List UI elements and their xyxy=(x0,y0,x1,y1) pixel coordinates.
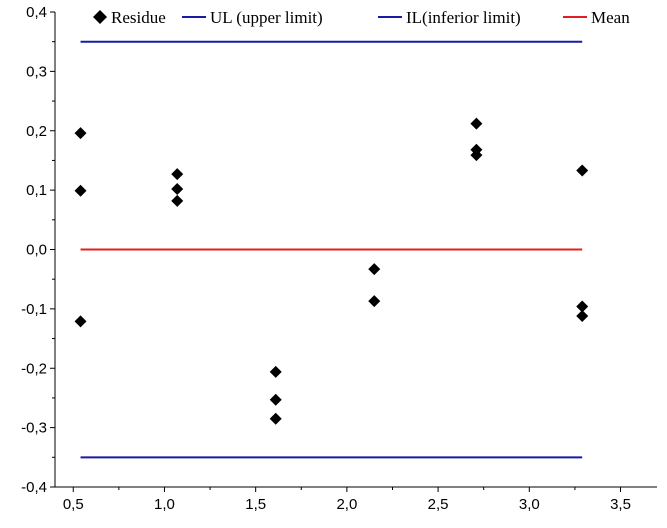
y-tick-label: 0,4 xyxy=(26,4,47,21)
y-tick-label: -0,4 xyxy=(21,479,47,496)
residue-point xyxy=(470,117,483,130)
residue-point xyxy=(171,182,184,195)
axes: -0,4 -0,3 -0,2 -0,1 0,0 0,1 0,2 0,3 0,4 0,5 1,0 1,5… xyxy=(21,4,657,513)
y-tick-label: 0,3 xyxy=(26,63,47,80)
residue-point xyxy=(74,127,87,140)
x-tick-label: 0,5 xyxy=(63,496,84,513)
residue-point xyxy=(74,315,87,328)
y-tick-label: -0,1 xyxy=(21,301,47,318)
legend-item: Mean xyxy=(563,8,630,27)
series-layer xyxy=(74,40,589,459)
residue-point xyxy=(171,168,184,181)
legend-label: IL(inferior limit) xyxy=(406,8,521,27)
legend-item: IL(inferior limit) xyxy=(378,8,521,27)
residue-point xyxy=(171,194,184,207)
y-tick-label: -0,3 xyxy=(21,420,47,437)
legend-item: Residue xyxy=(93,8,166,27)
legend-item: UL (upper limit) xyxy=(182,8,323,27)
x-tick-label: 1,5 xyxy=(245,496,266,513)
residue-point xyxy=(470,149,483,162)
residue-point xyxy=(269,365,282,378)
residue-point xyxy=(576,164,589,177)
x-tick-label: 3,5 xyxy=(610,496,631,513)
x-tick-label: 1,0 xyxy=(154,496,175,513)
residue-point xyxy=(269,412,282,425)
residue-point xyxy=(368,295,381,308)
legend-label: UL (upper limit) xyxy=(210,8,323,27)
residue-point xyxy=(368,263,381,276)
x-tick-label: 2,5 xyxy=(428,496,449,513)
legend-label: Mean xyxy=(591,8,630,27)
legend: Residue UL (upper limit) IL(inferior limit… xyxy=(93,8,630,27)
residue-point xyxy=(74,184,87,197)
y-tick-label: 0,0 xyxy=(26,242,47,259)
y-tick-label: -0,2 xyxy=(21,360,47,377)
residue-point xyxy=(576,300,589,313)
y-tick-label: 0,1 xyxy=(26,182,47,199)
residue-point xyxy=(576,310,589,322)
x-tick-label: 3,0 xyxy=(519,496,540,513)
y-tick-label: 0,2 xyxy=(26,123,47,140)
legend-diamond-icon xyxy=(93,10,107,24)
x-tick-label: 2,0 xyxy=(336,496,357,513)
residue-point xyxy=(269,393,282,406)
legend-label: Residue xyxy=(111,8,166,27)
